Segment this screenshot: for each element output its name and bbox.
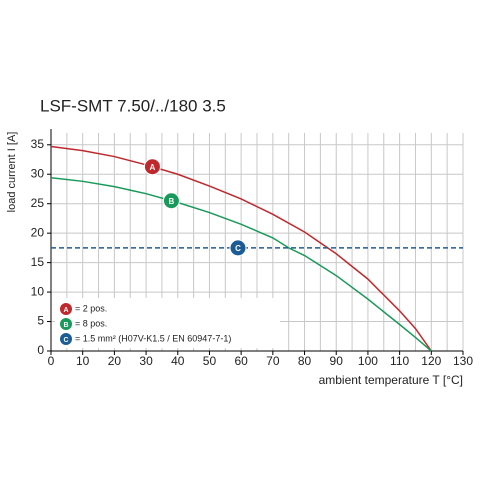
series-marker xyxy=(162,192,180,210)
series-line xyxy=(50,145,432,352)
series-line xyxy=(50,177,432,352)
x-tick-label: 20 xyxy=(108,354,122,368)
y-tick-label: 0 xyxy=(37,343,44,357)
legend-marker xyxy=(60,333,72,345)
y-tick-label: 35 xyxy=(31,137,45,151)
legend-marker-label: C xyxy=(63,337,68,344)
x-tick-label: 0 xyxy=(48,354,55,368)
x-tick-label: 110 xyxy=(390,354,409,368)
legend-marker-label: B xyxy=(63,322,68,329)
series-marker xyxy=(143,158,161,176)
x-tick-label: 120 xyxy=(421,354,441,368)
y-tick-label: 25 xyxy=(31,196,45,210)
chart-title: LSF-SMT 7.50/../180 3.5 xyxy=(40,96,226,115)
legend-marker-label: A xyxy=(63,307,68,314)
series-marker xyxy=(229,239,247,257)
x-tick-label: 130 xyxy=(453,354,473,368)
x-tick-label: 30 xyxy=(139,354,153,368)
x-tick-label: 40 xyxy=(171,354,185,368)
y-tick-label: 30 xyxy=(31,166,45,180)
y-axis-label: load current I [A] xyxy=(6,132,18,213)
legend-label: = 2 pos. xyxy=(75,303,107,313)
legend-box xyxy=(55,298,280,348)
x-tick-label: 80 xyxy=(298,354,312,368)
series-marker-label: B xyxy=(169,197,175,206)
x-tick-label: 100 xyxy=(358,354,378,368)
series-marker-label: C xyxy=(235,244,241,253)
x-tick-label: 10 xyxy=(76,354,90,368)
legend-marker xyxy=(60,303,72,315)
y-tick-label: 15 xyxy=(31,255,45,269)
x-tick-label: 70 xyxy=(266,354,280,368)
y-tick-label: 20 xyxy=(31,225,45,239)
series-marker-label: A xyxy=(150,163,156,172)
y-tick-label: 10 xyxy=(31,284,45,298)
x-tick-label: 90 xyxy=(330,354,344,368)
x-tick-label: 50 xyxy=(203,354,217,368)
legend-label: = 1.5 mm² (H07V-K1.5 / EN 60947-7-1) xyxy=(75,333,231,343)
x-axis-label: ambient temperature T [°C] xyxy=(319,373,463,387)
x-tick-label: 60 xyxy=(234,354,248,368)
legend-marker xyxy=(60,318,72,330)
y-tick-label: 5 xyxy=(37,314,44,328)
legend-label: = 8 pos. xyxy=(75,318,107,328)
